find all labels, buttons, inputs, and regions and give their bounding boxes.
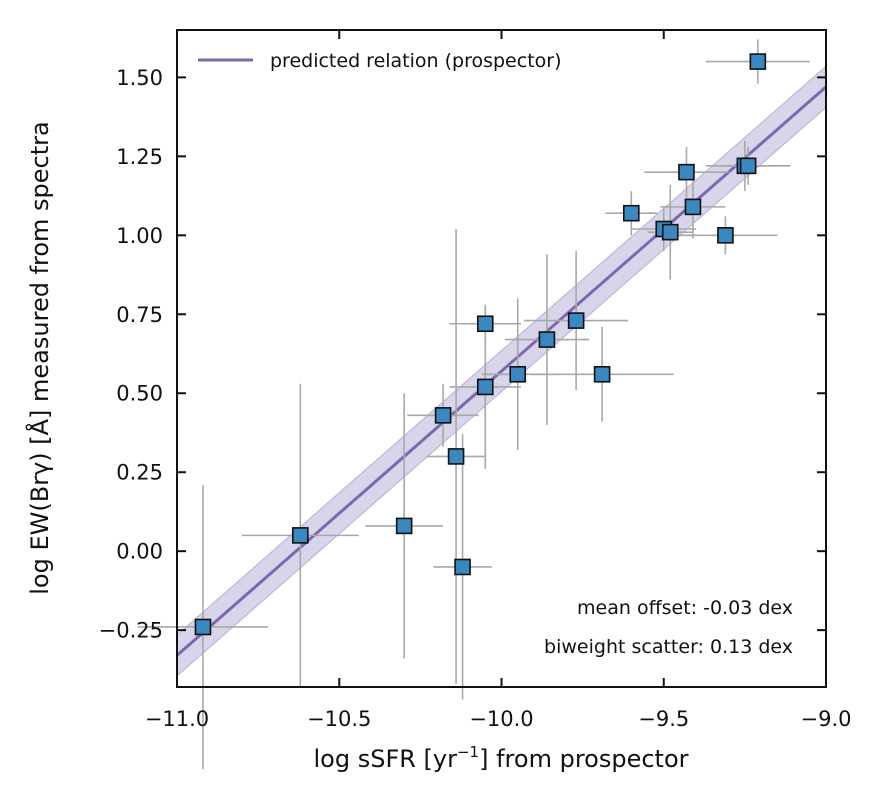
- data-point-12: [593, 365, 611, 383]
- y-tick-group: −0.25 0.00 0.25 0.50 0.75 1.00 1.25 1.50: [99, 66, 826, 643]
- data-point-15: [661, 223, 679, 241]
- data-point-9: [509, 365, 527, 383]
- biweight-scatter-annotation: biweight scatter: 0.13 dex: [544, 636, 793, 658]
- x-tick-label: −9.5: [638, 707, 689, 731]
- x-tick-label: −10.5: [307, 707, 371, 731]
- y-tick-label: 1.00: [116, 224, 163, 248]
- data-point-1: [194, 618, 212, 636]
- y-tick-label: 0.25: [116, 461, 163, 485]
- data-point-21: [749, 53, 767, 70]
- legend-label: predicted relation (prospector): [270, 50, 562, 72]
- data-point-8: [476, 378, 494, 396]
- x-tick-group: −11.0 −10.5 −10.0 −9.5 −9.0: [145, 30, 852, 731]
- x-tick-label: −10.0: [469, 707, 533, 731]
- y-axis-label: log EW(Brγ) [Å] measured from spectra: [25, 121, 54, 594]
- data-point-7: [476, 315, 494, 333]
- data-point-6: [454, 558, 471, 576]
- data-point-2: [292, 527, 309, 544]
- data-point-3: [395, 517, 413, 535]
- x-axis-label: log sSFR [yr−1] from prospector: [313, 743, 688, 773]
- y-tick-label: 0.50: [116, 382, 163, 406]
- y-tick-label: 1.50: [116, 66, 163, 90]
- x-tick-label: −11.0: [145, 707, 209, 731]
- data-point-5: [447, 448, 465, 465]
- mean-offset-annotation: mean offset: -0.03 dex: [577, 597, 793, 619]
- data-point-11: [567, 312, 585, 329]
- y-tick-label: 0.00: [116, 540, 163, 564]
- data-point-18: [717, 227, 734, 244]
- data-point-16: [678, 163, 695, 181]
- data-point-4: [434, 407, 452, 424]
- data-point-17: [684, 198, 702, 216]
- y-tick-label: 1.25: [116, 145, 163, 169]
- data-point-10: [538, 331, 556, 348]
- data-point-20: [739, 157, 757, 175]
- marker-group: [194, 53, 767, 636]
- data-point-13: [622, 204, 640, 222]
- y-tick-label: −0.25: [99, 619, 163, 643]
- x-tick-label: −9.0: [801, 707, 852, 731]
- y-tick-label: 0.75: [116, 303, 163, 327]
- relation-line: [177, 85, 826, 657]
